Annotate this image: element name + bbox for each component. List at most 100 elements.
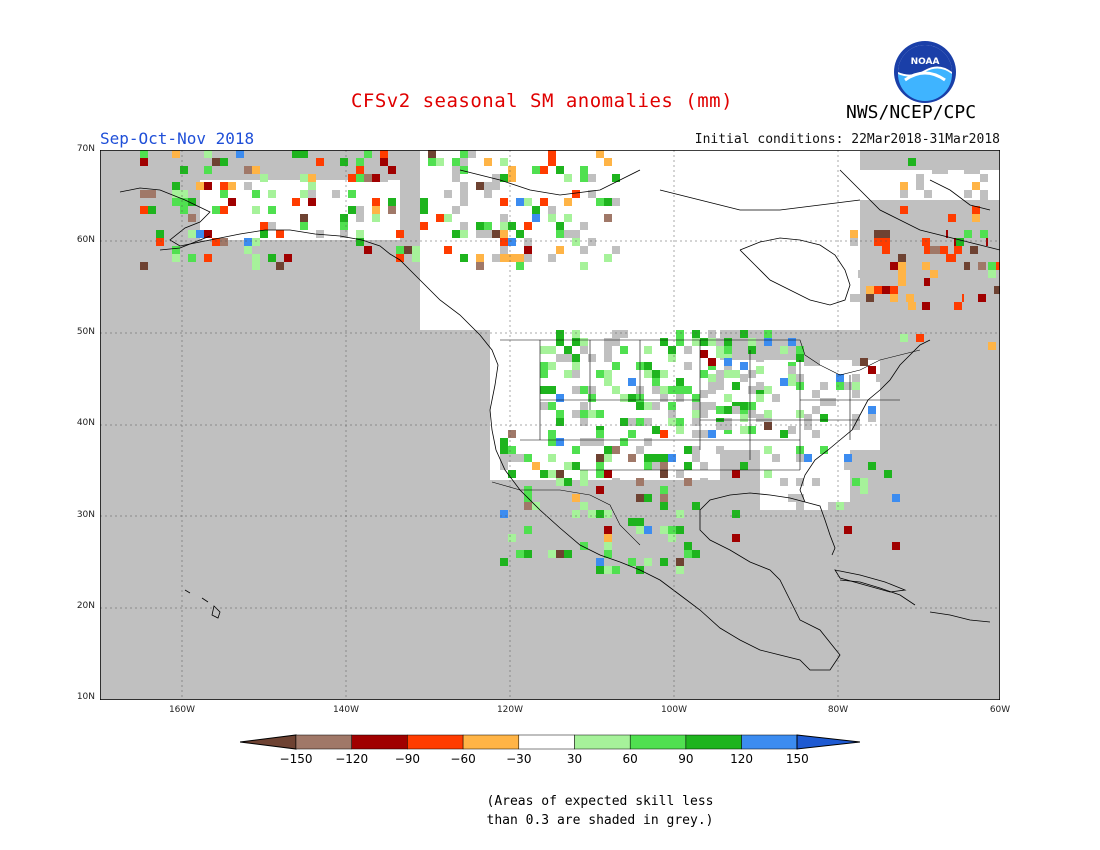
anomaly-cell xyxy=(604,198,612,206)
anomaly-cell xyxy=(612,330,620,338)
anomaly-cell xyxy=(380,150,388,158)
anomaly-cell xyxy=(748,402,756,410)
anomaly-cell xyxy=(724,370,732,378)
anomaly-cell xyxy=(308,198,316,206)
anomaly-cell xyxy=(180,174,188,182)
anomaly-cell xyxy=(748,454,756,462)
anomaly-cell xyxy=(252,254,260,262)
agency-label: NWS/NCEP/CPC xyxy=(846,102,977,123)
anomaly-cell xyxy=(596,410,604,418)
anomaly-cell xyxy=(444,214,452,222)
anomaly-cell xyxy=(764,410,772,418)
anomaly-cell xyxy=(860,486,868,494)
anomaly-cell xyxy=(684,542,692,550)
anomaly-cell xyxy=(300,150,308,158)
anomaly-cell xyxy=(620,438,628,446)
anomaly-cell xyxy=(500,462,508,470)
anomaly-cell xyxy=(692,338,700,346)
anomaly-cell xyxy=(972,182,980,190)
anomaly-cell xyxy=(140,262,148,270)
anomaly-cell xyxy=(652,402,660,410)
anomaly-cell xyxy=(452,174,460,182)
anomaly-cell xyxy=(930,270,938,278)
anomaly-cell xyxy=(812,518,820,526)
anomaly-cell xyxy=(962,262,970,270)
anomaly-cell xyxy=(188,254,196,262)
anomaly-cell xyxy=(460,254,468,262)
anomaly-cell xyxy=(676,526,684,534)
anomaly-cell xyxy=(756,330,764,338)
anomaly-cell xyxy=(708,402,716,410)
anomaly-cell xyxy=(356,158,364,166)
anomaly-cell xyxy=(540,470,548,478)
anomaly-cell xyxy=(604,566,612,574)
anomaly-cell xyxy=(866,294,874,302)
anomaly-cell xyxy=(956,326,964,334)
footnote-line-2: than 0.3 are shaded in grey.) xyxy=(486,813,714,828)
lat-tick-label: 40N xyxy=(76,418,95,428)
anomaly-cell xyxy=(740,510,748,518)
legend-swatch xyxy=(351,734,408,750)
anomaly-cell xyxy=(308,174,316,182)
anomaly-cell xyxy=(796,346,804,354)
anomaly-cell xyxy=(276,230,284,238)
anomaly-cell xyxy=(596,430,604,438)
anomaly-cell xyxy=(716,350,724,358)
anomaly-cell xyxy=(978,262,986,270)
anomaly-cell xyxy=(612,246,620,254)
anomaly-cell xyxy=(684,346,692,354)
anomaly-cell xyxy=(548,454,556,462)
anomaly-cell xyxy=(196,182,204,190)
anomaly-cell xyxy=(500,246,508,254)
anomaly-cell xyxy=(716,338,724,346)
anomaly-cell xyxy=(676,378,684,386)
anomaly-cell xyxy=(612,386,620,394)
anomaly-cell xyxy=(340,230,348,238)
anomaly-cell xyxy=(604,354,612,362)
anomaly-cell xyxy=(588,174,596,182)
anomaly-cell xyxy=(922,262,930,270)
anomaly-cell xyxy=(836,382,844,390)
anomaly-cell xyxy=(852,382,860,390)
logo-text: NOAA xyxy=(911,57,940,67)
anomaly-cell xyxy=(500,438,508,446)
anomaly-cell xyxy=(820,446,828,454)
anomaly-cell xyxy=(604,158,612,166)
anomaly-cell xyxy=(420,222,428,230)
anomaly-cell xyxy=(612,338,620,346)
anomaly-cell xyxy=(932,222,940,230)
anomaly-cell xyxy=(292,198,300,206)
anomaly-cell xyxy=(908,206,916,214)
anomaly-cell xyxy=(228,182,236,190)
anomaly-cell xyxy=(820,414,828,422)
anomaly-cell xyxy=(866,286,874,294)
anomaly-cell xyxy=(692,454,700,462)
anomaly-cell xyxy=(906,294,914,302)
anomaly-cell xyxy=(660,526,668,534)
anomaly-cell xyxy=(764,330,772,338)
anomaly-cell xyxy=(748,426,756,434)
anomaly-cell xyxy=(556,330,564,338)
anomaly-cell xyxy=(956,262,964,270)
anomaly-cell xyxy=(148,158,156,166)
anomaly-cell xyxy=(868,350,876,358)
anomaly-cell xyxy=(588,394,596,402)
anomaly-cell xyxy=(676,338,684,346)
anomaly-cell xyxy=(692,446,700,454)
anomaly-cell xyxy=(660,394,668,402)
anomaly-cell xyxy=(604,470,612,478)
anomaly-cell xyxy=(732,470,740,478)
anomaly-cell xyxy=(252,206,260,214)
anomaly-cell xyxy=(284,150,292,158)
anomaly-cell xyxy=(700,370,708,378)
anomaly-cell xyxy=(930,254,938,262)
anomaly-cell xyxy=(572,518,580,526)
legend-swatch xyxy=(741,734,798,750)
anomaly-cell xyxy=(524,526,532,534)
anomaly-cell xyxy=(748,346,756,354)
anomaly-cell xyxy=(652,426,660,434)
anomaly-cell xyxy=(564,354,572,362)
anomaly-cell xyxy=(188,214,196,222)
anomaly-cell xyxy=(660,470,668,478)
anomaly-cell xyxy=(460,150,468,158)
